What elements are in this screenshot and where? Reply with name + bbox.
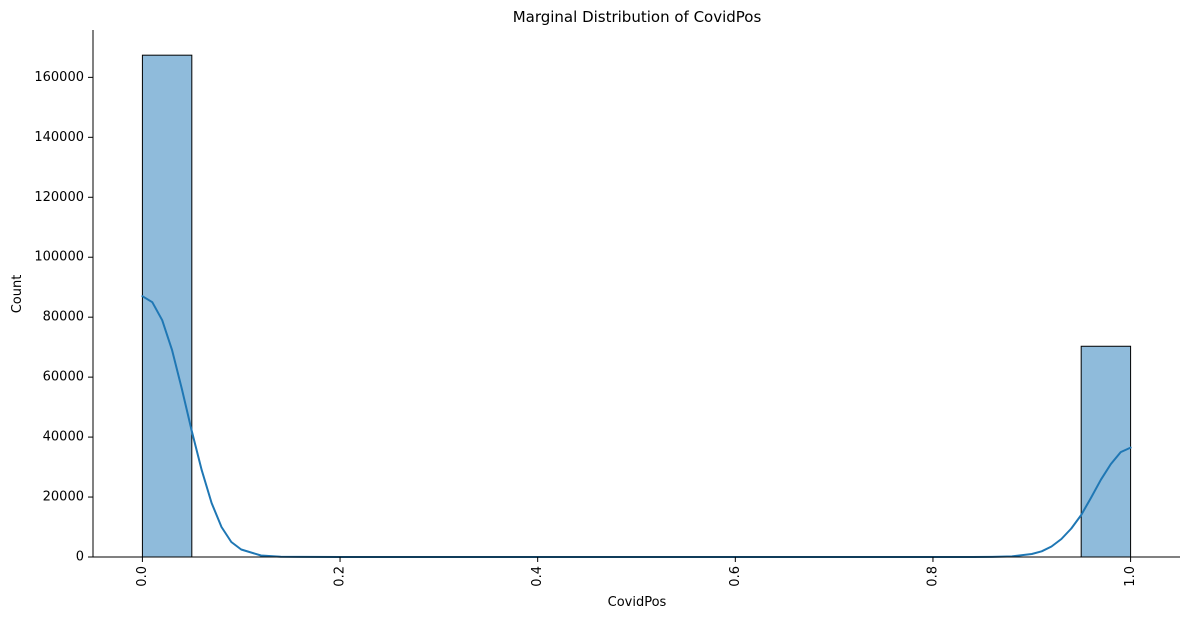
- histogram-bars: [141, 54, 1132, 558]
- kde-line: [141, 295, 1132, 558]
- x-tick-label: 0.4: [530, 566, 545, 587]
- kde-curve-layer: [141, 295, 1132, 558]
- y-tick-label: 60000: [43, 370, 84, 385]
- axes: [92, 30, 1180, 558]
- y-tick-label: 80000: [43, 310, 84, 325]
- x-axis-label: CovidPos: [608, 595, 667, 610]
- x-tick-label: 1.0: [1123, 566, 1138, 587]
- y-tick-label: 0: [76, 550, 84, 565]
- x-tick-label: 0.8: [925, 566, 940, 587]
- y-tick-label: 100000: [34, 250, 84, 265]
- x-axis-ticks: 0.0 0.2 0.4 0.6 0.8 1.0: [135, 557, 1138, 587]
- y-tick-label: 160000: [34, 70, 84, 85]
- x-tick-label: 0.2: [333, 566, 348, 587]
- y-tick-label: 140000: [34, 130, 84, 145]
- x-tick-label: 0.0: [135, 566, 150, 587]
- y-tick-label: 20000: [43, 490, 84, 505]
- x-tick-label: 0.6: [728, 566, 743, 587]
- y-axis-ticks: 0 20000 40000 60000 80000 100000 120000 140000 1…: [34, 70, 93, 565]
- y-axis-label: Count: [10, 275, 25, 314]
- y-tick-label: 40000: [43, 430, 84, 445]
- histogram-bar-0: [141, 54, 193, 558]
- chart-title: Marginal Distribution of CovidPos: [513, 8, 762, 26]
- y-tick-label: 120000: [34, 190, 84, 205]
